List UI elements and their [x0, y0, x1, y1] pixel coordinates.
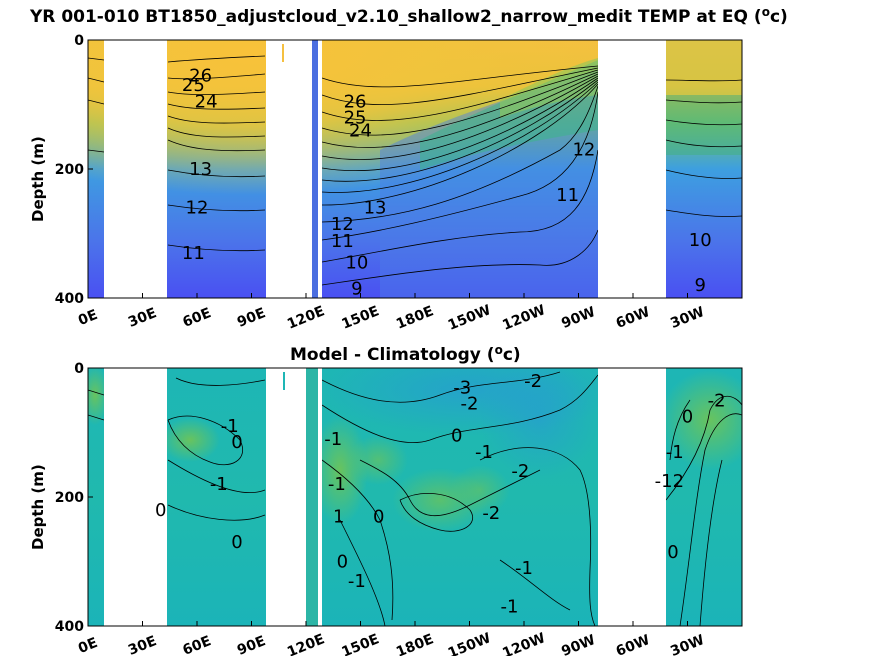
top-xtick-label: 90W — [559, 304, 597, 332]
bottom-xtick-label: 60W — [614, 632, 652, 656]
bottom-xtick-label: 30W — [668, 632, 706, 656]
bottom-contour-label: 0 — [667, 542, 678, 563]
top-panel: YR 001-010 BT1850_adjustcloud_v2.10_shal… — [29, 5, 788, 334]
top-xtick-marks: 0E 30E 60E 90E 120E 150E 180E 150W 120W 90W 60W 30W — [76, 293, 707, 334]
top-contour-label: 11 — [556, 185, 579, 206]
bottom-contour-label: -1 — [475, 442, 493, 463]
bottom-contour-label: -1 — [666, 442, 684, 463]
top-contour-label: 10 — [345, 253, 368, 274]
top-xtick-label: 30E — [126, 305, 159, 331]
bottom-xtick-label: 120W — [500, 630, 547, 656]
bottom-contour-label: 1 — [333, 506, 344, 527]
top-contour-label: 11 — [331, 231, 354, 252]
top-contour-label: 24 — [195, 91, 218, 112]
bottom-xtick-label: 90W — [559, 632, 597, 656]
bottom-landmask-americas — [598, 368, 666, 626]
top-xtick-label: 120E — [285, 303, 327, 332]
bottom-contour-label: 0 — [451, 426, 462, 447]
bottom-contour-label: -1 — [328, 474, 346, 495]
top-ytick-label: 0 — [74, 33, 84, 49]
bottom-contour-label: -1 — [500, 597, 518, 618]
top-contour-label: 11 — [182, 243, 205, 264]
top-xtick-label: 180E — [394, 303, 436, 332]
bottom-contour-label: 0 — [337, 552, 348, 573]
top-xtick-label: 120W — [500, 302, 547, 334]
bottom-contour-label: -2 — [708, 390, 726, 411]
top-xtick-label: 90E — [235, 305, 268, 331]
bottom-contour-label: 0 — [155, 500, 166, 521]
bottom-contour-labels: -10-100-1-110-100-3-2-1-2-2-1-1-20-1-20-… — [155, 371, 726, 618]
top-contour-label: 13 — [364, 198, 387, 219]
bottom-contour-label: 0 — [231, 532, 242, 553]
top-contour-label: 26 — [189, 65, 212, 86]
bottom-contour-label: -2 — [461, 393, 479, 414]
top-contour-label: 9 — [694, 275, 705, 296]
bottom-ylabel: Depth (m) — [29, 464, 47, 550]
top-xtick-label: 60W — [614, 304, 652, 332]
top-contour-label: 26 — [344, 91, 367, 112]
bottom-panel: Model - Climatology (oc) — [29, 343, 743, 656]
bottom-ytick-marks: 0 200 400 — [55, 361, 93, 635]
top-landmask-americas — [598, 40, 666, 298]
bottom-landmask-maritime — [266, 368, 306, 626]
top-contour-label: 12 — [186, 198, 209, 219]
top-ylabel: Depth (m) — [29, 136, 47, 222]
bottom-title: Model - Climatology (oc) — [290, 343, 521, 365]
bottom-contour-label: -3 — [453, 377, 471, 398]
bottom-xtick-label: 150E — [340, 631, 382, 656]
bottom-xtick-label: 0E — [76, 635, 100, 656]
top-ytick-label: 200 — [55, 162, 84, 178]
bottom-contour-label: -1 — [348, 571, 366, 592]
bottom-ytick-label: 200 — [55, 490, 84, 506]
top-contour-label: 10 — [689, 230, 712, 251]
top-contour-label: 24 — [349, 120, 372, 141]
bottom-xtick-label: 60E — [181, 633, 214, 656]
top-xtick-label: 150W — [446, 302, 493, 334]
top-title: YR 001-010 BT1850_adjustcloud_v2.10_shal… — [29, 5, 788, 27]
top-landmask-maritime — [266, 40, 312, 298]
bottom-contour-label: 0 — [231, 432, 242, 453]
top-ytick-label: 400 — [55, 291, 84, 307]
bottom-contour-label: -2 — [482, 503, 500, 524]
bottom-xtick-label: 180E — [394, 631, 436, 656]
bottom-ytick-label: 400 — [55, 619, 84, 635]
bottom-xtick-label: 120E — [285, 631, 327, 656]
bottom-contour-label: 0 — [373, 506, 384, 527]
top-xtick-label: 0E — [76, 307, 100, 329]
bottom-contour-label: -12 — [655, 471, 684, 492]
top-landmask-africa — [104, 40, 167, 298]
bottom-xtick-label: 90E — [235, 633, 268, 656]
bottom-contour-label: -2 — [511, 461, 529, 482]
top-xtick-label: 60E — [181, 305, 214, 331]
bottom-contour-label: -1 — [221, 416, 239, 437]
bottom-contour-label: -1 — [515, 558, 533, 579]
top-xtick-label: 150E — [340, 303, 382, 332]
bottom-contour-label: -2 — [524, 371, 542, 392]
top-contour-label: 13 — [189, 159, 212, 180]
bottom-contour-label: -1 — [210, 474, 228, 495]
top-contour-label: 25 — [182, 75, 205, 96]
top-contour-label: 12 — [331, 214, 354, 235]
top-contour-label: 12 — [572, 140, 595, 161]
bottom-xtick-label: 150W — [446, 630, 493, 656]
bottom-contour-label: -1 — [324, 429, 342, 450]
bottom-ytick-label: 0 — [74, 361, 84, 377]
bottom-contour-label: 0 — [682, 406, 693, 427]
top-xtick-label: 30W — [668, 304, 706, 332]
top-contour-label: 25 — [344, 107, 367, 128]
top-ytick-marks: 0 200 400 — [55, 33, 93, 307]
bottom-landmask-africa — [104, 368, 167, 626]
top-contour-label: 9 — [351, 278, 362, 299]
bottom-xtick-label: 30E — [126, 633, 159, 656]
